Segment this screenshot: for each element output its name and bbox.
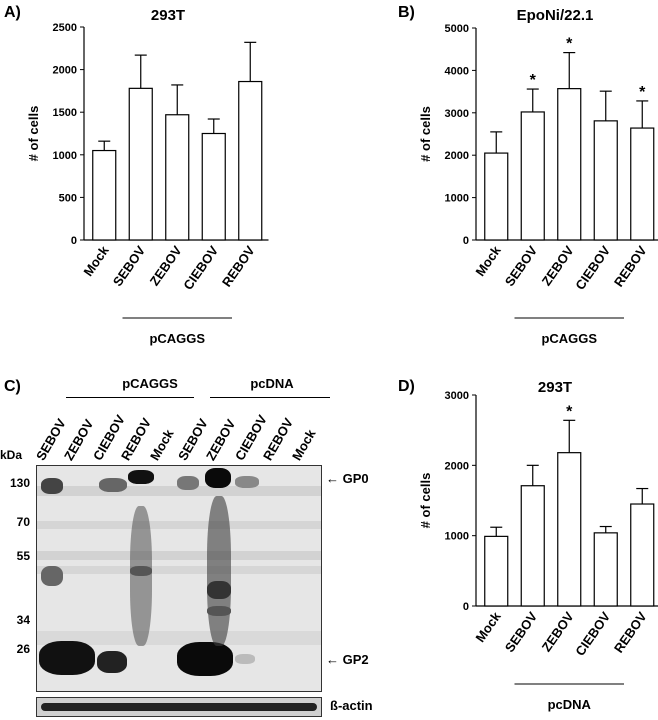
panel-a-bar-2 [165, 114, 190, 241]
panel-a-ylabel: # of cells [26, 106, 41, 162]
panel-letter-c: C) [4, 378, 21, 395]
gp2-label: GP2 [342, 652, 369, 667]
panel-d-title: 293T [537, 379, 573, 396]
panel-a-category-label-1: SEBOV [110, 243, 149, 289]
panel-d-bar-2 [557, 452, 582, 607]
beta-actin-label: ß-actin [330, 698, 373, 713]
panel-d-bar-0 [484, 535, 509, 607]
panel-letter-d: D) [398, 378, 415, 395]
panel-a-bar-4 [238, 80, 263, 241]
panel-b-bar-4 [630, 127, 655, 241]
panel-a-bar-3 [201, 132, 226, 241]
panel-a-category-label-0: Mock [80, 242, 112, 278]
panel-b-ytick-label-1: 1000 [445, 193, 469, 205]
panel-b-bar-0 [484, 152, 509, 241]
panel-d-category-label-4: REBOV [611, 609, 650, 656]
blot-group-label-pcaggs: pCAGGS [122, 376, 178, 391]
panel-a-ytick-label-0: 0 [71, 235, 77, 247]
panel-b-category-label-0: Mock [472, 242, 504, 278]
panel-b-bar-1 [520, 111, 545, 241]
panel-b-category-label-2: ZEBOV [539, 243, 577, 289]
panel-b-category-label-3: CIEBOV [572, 243, 613, 293]
mw-marker-26: 26 [16, 642, 30, 656]
panel-d-category-label-0: Mock [472, 608, 504, 644]
panel-b-ytick-label-5: 5000 [445, 23, 469, 35]
mw-unit-label: kDa [0, 448, 23, 462]
mw-marker-34: 34 [16, 613, 30, 627]
panel-b-ylabel: # of cells [418, 106, 433, 162]
panel-a-title: 293T [150, 7, 186, 24]
blot-group-label-pcdna: pcDNA [250, 376, 294, 391]
panel-b-title: EpoNi/22.1 [516, 7, 594, 24]
panel-d-bar-3 [593, 532, 618, 607]
panel-a-group-label: pCAGGS [149, 331, 205, 346]
blot-group-line-pcdna [210, 397, 330, 398]
panel-b-significance-4: * [639, 84, 646, 101]
panel-d-significance-2: * [566, 403, 573, 420]
panel-d-ytick-label-2: 2000 [445, 460, 469, 472]
western-blot-image [36, 465, 322, 692]
gp0-label: GP0 [342, 471, 369, 486]
panel-a-bar-1 [128, 87, 153, 241]
panel-b-ytick-label-0: 0 [463, 235, 469, 247]
gp0-arrow-label: ← GP0 [326, 471, 369, 486]
panel-d-bar-1 [520, 485, 545, 607]
panel-d-bar-4 [630, 503, 655, 607]
panel-a-category-label-4: REBOV [219, 243, 258, 290]
panel-a-ytick-label-5: 2500 [53, 22, 77, 34]
panel-d-category-label-2: ZEBOV [539, 609, 577, 655]
panel-d-category-label-1: SEBOV [502, 609, 541, 655]
panel-b-category-label-1: SEBOV [502, 243, 541, 289]
gp0-arrow-icon: ← [326, 471, 339, 486]
panel-b-group-label: pCAGGS [541, 331, 597, 346]
panel-b-ytick-label-2: 2000 [445, 150, 469, 162]
panel-a-ytick-label-2: 1000 [53, 150, 77, 162]
panel-letter-b: B) [398, 4, 415, 21]
panel-d-ytick-label-3: 3000 [445, 390, 469, 402]
panel-d-ytick-label-0: 0 [463, 601, 469, 613]
panel-d-ylabel: # of cells [418, 473, 433, 529]
panel-b-bar-2 [557, 88, 582, 241]
panel-b-ytick-label-3: 3000 [445, 108, 469, 120]
panel-d-category-label-3: CIEBOV [572, 609, 613, 659]
panel-a-category-label-2: ZEBOV [147, 243, 185, 289]
gp2-arrow-icon: ← [326, 652, 339, 667]
gp2-arrow-label: ← GP2 [326, 652, 369, 667]
panel-a-bar-0 [92, 149, 117, 241]
mw-marker-70: 70 [16, 515, 30, 529]
panel-d-group-label: pcDNA [548, 697, 592, 712]
panel-a-ytick-label-4: 2000 [53, 65, 77, 77]
panel-b-ytick-label-4: 4000 [445, 65, 469, 77]
panel-a-ytick-label-3: 1500 [53, 107, 77, 119]
panel-b-category-label-4: REBOV [611, 243, 650, 290]
panel-letter-a: A) [4, 4, 21, 21]
beta-actin-blot [36, 697, 322, 717]
blot-group-line-pcaggs [66, 397, 194, 398]
panel-b-significance-1: * [530, 72, 537, 89]
panel-d-ytick-label-1: 1000 [445, 531, 469, 543]
panel-a-ytick-label-1: 500 [59, 192, 77, 204]
panel-b-bar-3 [593, 120, 618, 241]
panel-a-category-label-3: CIEBOV [180, 243, 221, 293]
panel-b-significance-2: * [566, 36, 573, 53]
mw-marker-130: 130 [9, 476, 30, 490]
mw-marker-55: 55 [16, 549, 30, 563]
